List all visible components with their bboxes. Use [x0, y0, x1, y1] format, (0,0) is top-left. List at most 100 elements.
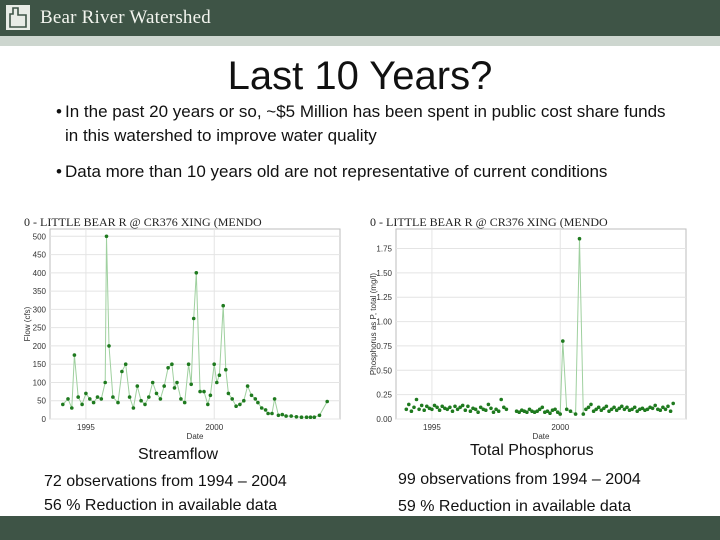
data-point: [139, 398, 143, 403]
data-point: [88, 397, 92, 401]
data-point: [208, 393, 213, 398]
data-point: [545, 409, 550, 413]
data-point: [135, 384, 140, 388]
data-point: [558, 412, 562, 416]
data-point: [154, 391, 159, 396]
header-bar: Bear River Watershed: [0, 0, 720, 36]
y-axis-label: Phosphorus as P, total (mg/l): [369, 273, 378, 375]
y-tick-label: 0.00: [376, 415, 392, 424]
x-tick-label: 2000: [551, 423, 569, 432]
data-point: [604, 404, 609, 409]
data-point: [586, 405, 591, 410]
data-point: [253, 397, 258, 401]
x-axis-label: Date: [187, 432, 204, 440]
data-point: [158, 397, 163, 401]
plot-area: [49, 228, 341, 420]
data-point: [308, 415, 313, 419]
y-axis-label: Flow (cfs): [23, 306, 32, 341]
data-point: [206, 402, 210, 407]
y-tick-label: 1.25: [376, 293, 392, 302]
data-point: [425, 404, 429, 409]
data-point: [602, 406, 606, 411]
y-tick-label: 1.75: [376, 244, 392, 253]
data-point: [527, 407, 532, 412]
data-point: [289, 414, 294, 418]
data-point: [409, 409, 414, 413]
data-point: [435, 405, 439, 410]
data-point: [123, 362, 128, 366]
data-point: [198, 389, 202, 394]
y-tick-label: 450: [33, 251, 47, 260]
bullet-item: • In the past 20 years or so, ~$5 Millio…: [56, 100, 676, 148]
data-point: [589, 402, 593, 407]
y-tick-label: 1.50: [376, 269, 392, 278]
data-point: [632, 405, 637, 410]
data-point: [661, 405, 665, 410]
slide-title: Last 10 Years?: [227, 54, 493, 98]
streamflow-reduction: 56 % Reduction in available data: [44, 497, 278, 514]
data-point: [460, 403, 465, 408]
y-tick-label: 350: [33, 287, 47, 296]
data-point: [430, 407, 434, 412]
data-point: [455, 407, 460, 412]
data-point: [476, 410, 480, 414]
data-point: [72, 353, 77, 357]
data-point: [432, 403, 437, 408]
data-point: [504, 407, 509, 412]
data-point: [91, 400, 96, 405]
data-point: [256, 400, 260, 405]
x-axis-label: Date: [533, 432, 550, 440]
data-point: [104, 234, 109, 239]
data-point: [238, 402, 242, 407]
x-tick-label: 1995: [77, 423, 95, 432]
bullet-text: Data more than 10 years old are not repr…: [65, 162, 608, 181]
data-point: [568, 409, 573, 413]
data-point: [245, 384, 250, 388]
data-point: [99, 397, 104, 401]
data-point: [630, 407, 634, 412]
data-point: [131, 406, 136, 410]
data-point: [453, 404, 457, 409]
data-point: [103, 380, 107, 385]
data-point: [189, 382, 193, 387]
data-point: [422, 408, 426, 412]
data-point: [407, 402, 411, 407]
data-point: [304, 415, 309, 419]
data-point: [272, 397, 277, 401]
data-point: [61, 402, 65, 407]
data-point: [517, 410, 521, 414]
data-point: [162, 384, 166, 388]
data-point: [535, 409, 539, 413]
x-tick-label: 2000: [205, 423, 223, 432]
data-point: [668, 409, 673, 413]
data-point: [496, 409, 501, 413]
data-point: [440, 404, 444, 409]
header-stripe: [0, 36, 720, 46]
phosphorus-chart: 0 - LITTLE BEAR R @ CR376 XING (MENDO 0.0…: [368, 214, 694, 440]
data-point: [625, 405, 629, 410]
data-point: [450, 409, 455, 413]
data-point: [412, 405, 416, 410]
data-point: [458, 405, 462, 410]
data-point: [70, 406, 74, 410]
data-point: [127, 395, 132, 399]
data-point: [284, 414, 288, 418]
data-point: [609, 407, 614, 412]
data-point: [663, 407, 668, 412]
data-point: [170, 362, 174, 366]
data-point: [577, 236, 582, 241]
data-point: [468, 409, 473, 413]
data-point: [224, 367, 228, 372]
data-point: [259, 406, 264, 410]
data-point: [599, 408, 604, 412]
streamflow-chart-svg: 0 - LITTLE BEAR R @ CR376 XING (MENDO 0 50…: [23, 215, 341, 440]
bullet-text: In the past 20 years or so, ~$5 Million …: [65, 102, 666, 145]
data-point: [215, 380, 219, 385]
phosphorus-chart-svg: 0 - LITTLE BEAR R @ CR376 XING (MENDO 0.0…: [369, 215, 687, 440]
y-tick-label: 200: [33, 342, 47, 351]
bullet-dot: •: [56, 102, 62, 121]
y-tick-label: 50: [37, 397, 46, 406]
data-point: [658, 408, 663, 412]
data-point: [584, 407, 588, 412]
data-point: [221, 303, 225, 308]
